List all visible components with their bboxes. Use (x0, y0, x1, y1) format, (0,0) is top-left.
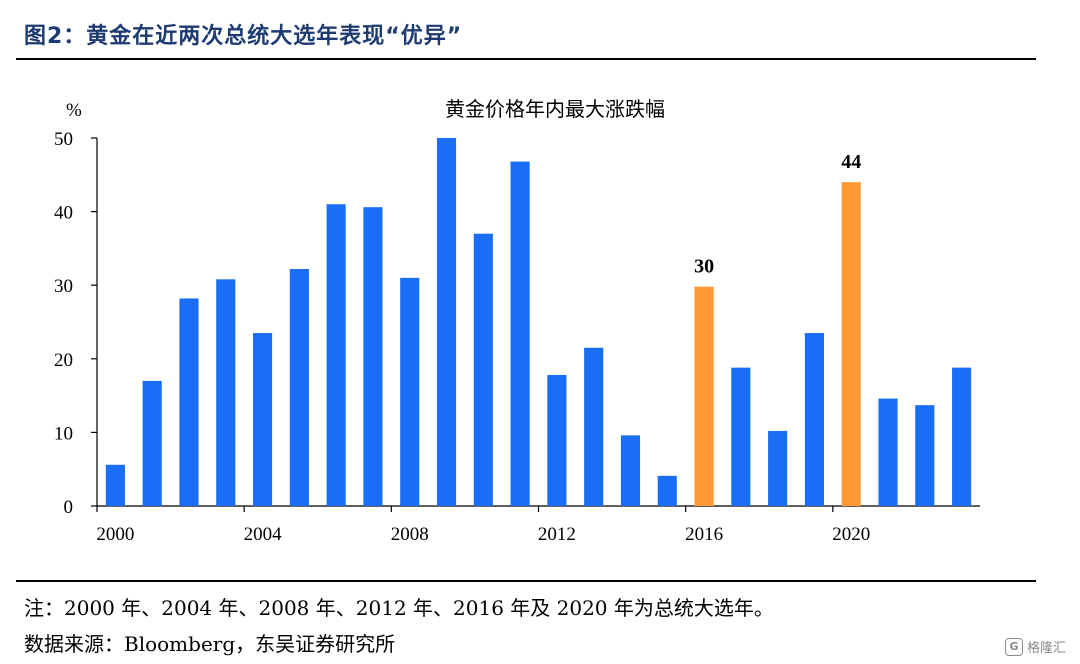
data-source: 数据来源：Bloomberg，东吴证券研究所 (24, 632, 396, 656)
bar-2008 (400, 277, 420, 506)
data-label-2020: 44 (841, 151, 861, 173)
bar-2004 (252, 333, 273, 506)
bar-chart: 黄金价格年内最大涨跌幅 % 0 10 20 30 40 50 2000 2004 2008 201… (54, 97, 980, 545)
bar-2009 (436, 138, 457, 506)
watermark-text: 格隆汇 (1026, 641, 1066, 656)
data-label-2016: 30 (694, 256, 714, 278)
y-tick-label: 40 (54, 203, 73, 224)
bar-2000 (105, 464, 125, 506)
x-tick-label: 2000 (96, 524, 134, 545)
y-axis-unit-label: % (66, 100, 82, 121)
bar-2017 (731, 367, 751, 506)
watermark: G 格隆汇 (1004, 637, 1066, 656)
y-tick-label: 0 (64, 497, 74, 518)
y-tick-label: 30 (54, 276, 73, 297)
bar-2014 (620, 435, 641, 506)
bar-2010 (473, 233, 493, 506)
bar-2012 (547, 374, 567, 506)
figure-title: 图2：黄金在近两次总统大选年表现“优异” (24, 24, 463, 49)
bottom-rule (16, 580, 1036, 582)
bar-2023 (952, 367, 972, 506)
bar-2001 (142, 380, 162, 506)
bar-2020 (841, 182, 861, 506)
bar-2002 (179, 298, 199, 506)
x-tick-label: 2020 (832, 524, 870, 545)
bar-2015 (657, 475, 677, 506)
bar-2019 (804, 333, 825, 506)
bar-2003 (216, 279, 236, 506)
bar-2021 (878, 398, 898, 506)
footnote: 注：2000 年、2004 年、2008 年、2012 年、2016 年及 20… (24, 596, 774, 620)
bar-2007 (363, 207, 383, 506)
bar-2005 (289, 269, 309, 506)
plot-area: 0 10 20 30 40 50 2000 2004 2008 2012 2016 2020 30 44 (54, 129, 980, 545)
bar-2022 (915, 405, 935, 506)
x-tick-label: 2016 (685, 524, 723, 545)
x-tick-label: 2012 (538, 524, 576, 545)
bar-2006 (326, 204, 346, 507)
bar-2013 (584, 347, 604, 506)
x-tick-label: 2008 (391, 524, 429, 545)
y-tick-label: 50 (54, 129, 73, 150)
bar-2018 (768, 430, 788, 506)
bar-2011 (510, 161, 530, 506)
bar-2016 (694, 286, 714, 506)
y-tick-label: 10 (54, 423, 73, 444)
chart-title: 黄金价格年内最大涨跌幅 (445, 97, 665, 121)
top-rule (16, 58, 1036, 60)
y-tick-label: 20 (54, 350, 73, 371)
x-tick-label: 2004 (244, 524, 283, 545)
gelonghui-logo-icon: G (1004, 637, 1023, 656)
